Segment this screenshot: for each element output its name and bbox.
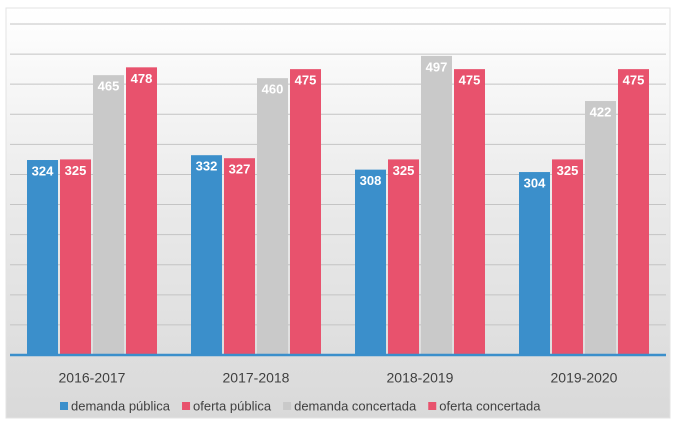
bar (290, 69, 321, 356)
data-label: 478 (131, 71, 153, 86)
data-label: 465 (98, 79, 120, 94)
x-tick-label: 2016-2017 (59, 370, 126, 386)
data-label: 324 (32, 163, 54, 178)
data-label: 325 (393, 163, 415, 178)
bar (421, 55, 452, 355)
bar (191, 155, 222, 355)
legend-label: demanda pública (71, 398, 171, 413)
bar (355, 169, 386, 355)
legend-label: oferta pública (193, 398, 272, 413)
data-label: 325 (557, 163, 579, 178)
data-label: 327 (229, 162, 251, 177)
data-label: 304 (524, 175, 546, 190)
data-label: 497 (426, 59, 448, 74)
legend-label: demanda concertada (294, 398, 417, 413)
bar (552, 159, 583, 355)
x-tick-label: 2018-2019 (387, 370, 454, 386)
legend-swatch (182, 402, 191, 410)
bar (585, 101, 616, 355)
legend-swatch (60, 402, 68, 410)
data-label: 475 (623, 73, 645, 88)
bar (126, 67, 157, 356)
bar (224, 158, 255, 355)
data-label: 332 (196, 159, 218, 174)
bar (27, 160, 58, 355)
x-tick-label: 2017-2018 (223, 370, 290, 386)
bar (618, 69, 649, 356)
legend-label: oferta concertada (439, 398, 541, 413)
data-label: 325 (65, 163, 87, 178)
bar (388, 159, 419, 355)
x-tick-label: 2019-2020 (551, 370, 618, 386)
data-label: 460 (262, 82, 284, 97)
bar (519, 172, 550, 355)
legend-swatch (428, 402, 437, 410)
data-label: 475 (459, 73, 481, 88)
bar (93, 75, 124, 356)
data-label: 308 (360, 173, 382, 188)
bar (60, 159, 91, 355)
legend-swatch (283, 402, 292, 410)
bar (257, 78, 288, 355)
data-label: 422 (590, 104, 612, 119)
data-label: 475 (295, 73, 317, 88)
bar (454, 69, 485, 356)
